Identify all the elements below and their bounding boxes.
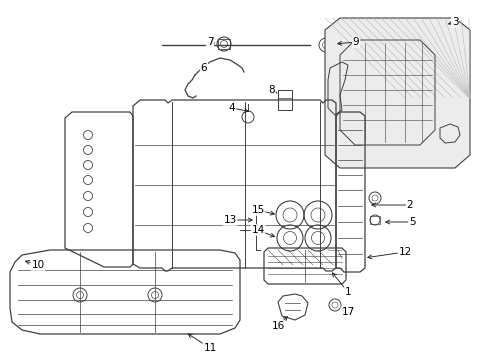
Polygon shape <box>325 18 469 168</box>
Text: 13: 13 <box>223 215 236 225</box>
Text: 6: 6 <box>200 63 207 73</box>
Text: 17: 17 <box>341 307 354 317</box>
Text: 4: 4 <box>228 103 235 113</box>
Text: 11: 11 <box>203 343 216 353</box>
Text: 2: 2 <box>406 200 412 210</box>
Bar <box>218 39 229 49</box>
Text: 1: 1 <box>344 287 350 297</box>
Text: 15: 15 <box>251 205 264 215</box>
Text: 8: 8 <box>268 85 275 95</box>
Text: 3: 3 <box>451 17 457 27</box>
Text: 7: 7 <box>206 37 213 47</box>
Text: 16: 16 <box>271 321 284 331</box>
Text: 12: 12 <box>398 247 411 257</box>
Text: 5: 5 <box>408 217 414 227</box>
Text: 10: 10 <box>31 260 44 270</box>
Bar <box>278 90 291 110</box>
Text: 14: 14 <box>251 225 264 235</box>
Text: 9: 9 <box>352 37 359 47</box>
Bar <box>369 216 379 224</box>
